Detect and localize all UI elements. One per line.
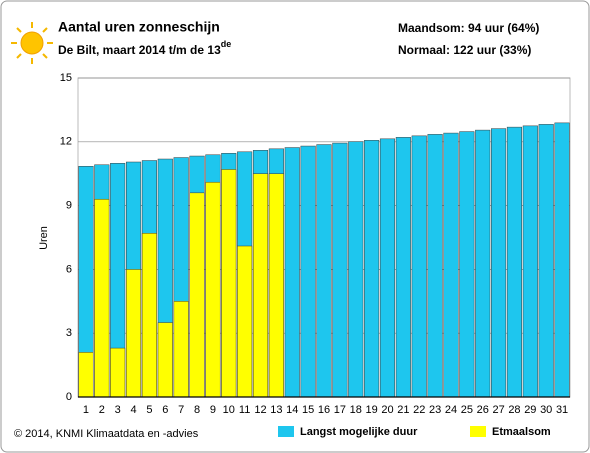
x-tick-label: 10 (223, 404, 235, 416)
bar (268, 173, 284, 398)
bar (284, 147, 300, 398)
bar (522, 125, 538, 398)
summary-normal: Normaal: 122 uur (33%) (398, 43, 531, 57)
x-tick-label: 4 (130, 404, 136, 416)
x-tick-label: 22 (413, 404, 425, 416)
bar (332, 142, 348, 398)
bar (221, 169, 237, 398)
bar (110, 347, 126, 398)
bar (395, 137, 411, 398)
x-tick-label: 6 (162, 404, 168, 416)
bar (538, 124, 554, 398)
x-tick-label: 30 (540, 404, 552, 416)
bar (364, 140, 380, 398)
x-tick-label: 13 (270, 404, 282, 416)
y-tick-label: 0 (66, 391, 72, 403)
y-tick-label: 15 (60, 72, 72, 84)
x-tick-label: 5 (146, 404, 152, 416)
legend-label: Etmaalsom (492, 426, 551, 438)
x-tick-label: 24 (445, 404, 457, 416)
bar (94, 198, 110, 398)
x-tick-label: 23 (429, 404, 441, 416)
chart-subtitle: De Bilt, maart 2014 t/m de 13de (58, 39, 231, 57)
x-tick-label: 29 (524, 404, 536, 416)
x-tick-label: 31 (556, 404, 568, 416)
y-tick-label: 6 (66, 263, 72, 275)
sun-icon (11, 22, 53, 64)
bar (300, 145, 316, 398)
bar (205, 181, 221, 398)
x-tick-label: 26 (477, 404, 489, 416)
x-tick-label: 16 (318, 404, 330, 416)
y-tick-label: 12 (60, 136, 72, 148)
bar (316, 144, 332, 398)
bar (491, 128, 507, 398)
bar (78, 352, 94, 398)
x-tick-label: 27 (492, 404, 504, 416)
bar (125, 269, 142, 398)
chart-title: Aantal uren zonneschijn (58, 19, 220, 35)
bar (379, 138, 396, 398)
x-tick-label: 17 (334, 404, 346, 416)
x-tick-label: 9 (210, 404, 216, 416)
summary-month: Maandsom: 94 uur (64%) (398, 21, 539, 35)
bar (173, 301, 189, 398)
bar (237, 245, 253, 398)
x-tick-label: 2 (99, 404, 105, 416)
x-tick-label: 7 (178, 404, 184, 416)
bar (459, 131, 475, 398)
subtitle-sup: de (221, 39, 232, 49)
x-tick-label: 25 (461, 404, 473, 416)
y-axis-label: Uren (38, 226, 50, 250)
x-tick-label: 15 (302, 404, 314, 416)
bar (189, 192, 205, 398)
bar (475, 129, 491, 398)
y-tick-label: 9 (66, 200, 72, 212)
footer: © 2014, KNMI Klimaatdata en -advies (14, 428, 199, 440)
x-tick-label: 21 (397, 404, 409, 416)
x-tick-label: 14 (286, 404, 298, 416)
bar (443, 132, 459, 398)
x-tick-label: 8 (194, 404, 200, 416)
x-tick-label: 18 (350, 404, 362, 416)
legend-swatch (278, 426, 294, 437)
x-tick-label: 3 (115, 404, 121, 416)
bar (427, 134, 443, 398)
x-tick-label: 19 (365, 404, 377, 416)
x-tick-label: 11 (239, 404, 250, 416)
x-tick-label: 1 (83, 404, 89, 416)
bar (411, 135, 427, 398)
bar (348, 141, 364, 398)
y-tick-label: 3 (66, 327, 72, 339)
bar (141, 232, 157, 398)
legend-label: Langst mogelijke duur (300, 426, 418, 438)
x-tick-label: 28 (508, 404, 520, 416)
bar (506, 126, 523, 398)
bar (554, 122, 570, 398)
x-tick-label: 12 (254, 404, 266, 416)
x-tick-label: 20 (381, 404, 393, 416)
bar (252, 173, 269, 398)
legend-swatch (470, 426, 486, 437)
bar (157, 322, 173, 398)
subtitle-main: De Bilt, maart 2014 t/m de 13 (58, 43, 221, 57)
